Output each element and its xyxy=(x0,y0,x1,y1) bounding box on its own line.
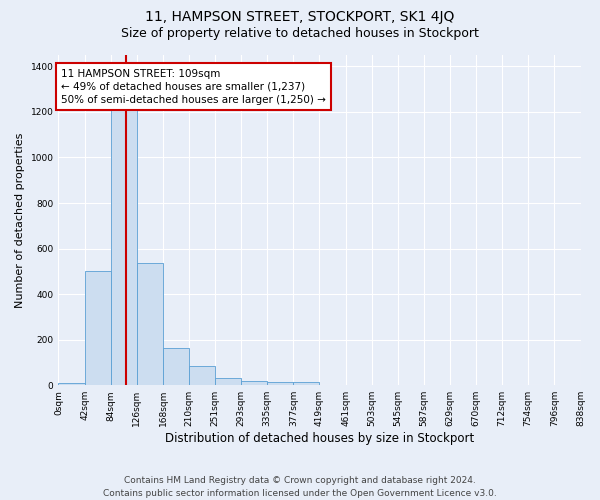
Text: 11, HAMPSON STREET, STOCKPORT, SK1 4JQ: 11, HAMPSON STREET, STOCKPORT, SK1 4JQ xyxy=(145,10,455,24)
X-axis label: Distribution of detached houses by size in Stockport: Distribution of detached houses by size … xyxy=(165,432,474,445)
Text: Contains HM Land Registry data © Crown copyright and database right 2024.
Contai: Contains HM Land Registry data © Crown c… xyxy=(103,476,497,498)
Bar xyxy=(267,382,293,385)
Bar xyxy=(137,264,163,385)
Bar xyxy=(85,272,111,385)
Text: Size of property relative to detached houses in Stockport: Size of property relative to detached ho… xyxy=(121,28,479,40)
Bar xyxy=(189,366,215,385)
Bar xyxy=(293,382,319,385)
Bar xyxy=(241,380,267,385)
Y-axis label: Number of detached properties: Number of detached properties xyxy=(15,132,25,308)
Bar xyxy=(58,383,85,385)
Bar xyxy=(111,105,137,385)
Bar xyxy=(215,378,241,385)
Text: 11 HAMPSON STREET: 109sqm
← 49% of detached houses are smaller (1,237)
50% of se: 11 HAMPSON STREET: 109sqm ← 49% of detac… xyxy=(61,68,326,105)
Bar xyxy=(163,348,189,385)
